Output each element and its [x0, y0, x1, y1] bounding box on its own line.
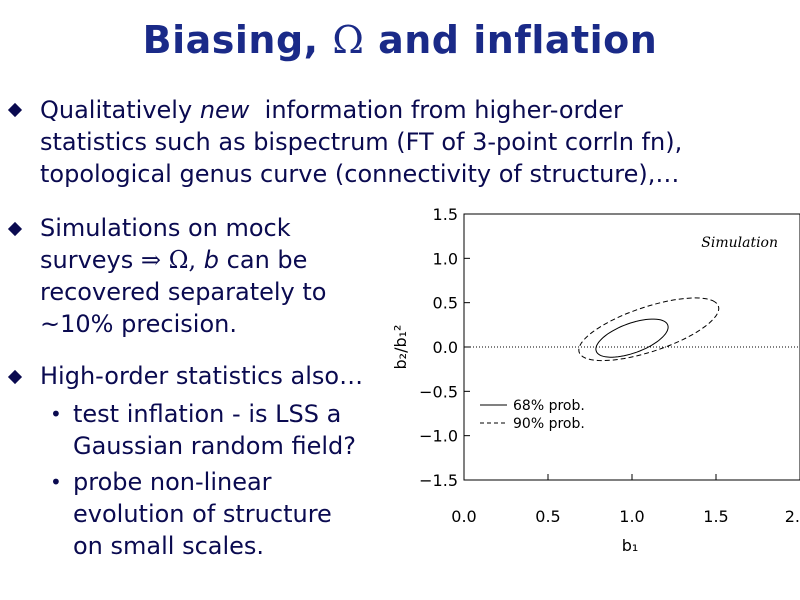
sub-bullet-icon: •: [50, 402, 62, 426]
title-omega: Ω: [332, 18, 365, 62]
sub-bullet-2-line-3: on small scales.: [73, 532, 265, 560]
implies-arrow: ⇒: [140, 246, 161, 274]
diamond-bullet-icon: [7, 369, 23, 385]
x-tick-label: 1.5: [703, 507, 728, 526]
sub-bullet-2-line-1: probe non-linear: [73, 468, 272, 496]
diamond-bullet-icon: [7, 102, 23, 118]
title-text-pre: Biasing,: [142, 18, 333, 62]
x-tick-label: 0.0: [451, 507, 476, 526]
sub-bullet-2-line-2: evolution of structure: [73, 500, 332, 528]
sub-bullet-1-line-2: Gaussian random field?: [73, 432, 356, 460]
y-tick-label: 0.0: [433, 338, 458, 357]
bullet-3-line-1: High-order statistics also…: [40, 362, 364, 390]
contour-68-percent: [595, 318, 669, 358]
bullet-2-line-2: surveys ⇒ Ω, b can be: [40, 244, 326, 276]
sub-bullet-icon: •: [50, 470, 62, 494]
title-text-post: and inflation: [364, 18, 658, 62]
bullet-1-line-1: Qualitatively new information from highe…: [40, 94, 682, 126]
y-tick-label: −1.5: [419, 471, 458, 490]
bullet-1-italic: new: [199, 96, 250, 124]
x-tick-label: 2.: [785, 507, 800, 526]
y-tick-label: 1.5: [433, 205, 458, 224]
bullet-2-line-1: Simulations on mock: [40, 214, 291, 242]
legend-label: 90% prob.: [513, 416, 585, 432]
bias-contour-chart: 1.51.00.50.0−0.5−1.0−1.5 0.0 0.5 1.0 1.5 2. …: [391, 205, 800, 555]
bullet-1-line-2: statistics such as bispectrum (FT of 3-p…: [40, 128, 683, 156]
x-tick-label: 1.0: [619, 507, 644, 526]
bullet-2-text: Simulations on mock surveys ⇒ Ω, b can b…: [40, 212, 326, 340]
simulation-annotation: Simulation: [701, 235, 778, 251]
bullet-2-line-2-post: can be: [219, 246, 308, 274]
contour-90-percent: [578, 297, 720, 362]
bullet-2-line-2-pre: surveys: [40, 246, 141, 274]
slide-title: Biasing, Ω and inflation: [0, 18, 800, 62]
sub-bullet-1-text: test inflation - is LSS a Gaussian rando…: [73, 398, 356, 462]
bullet-1-pre: Qualitatively: [40, 96, 200, 124]
y-axis-label: b₂/b₁²: [391, 325, 410, 370]
y-tick-label: 0.5: [433, 294, 458, 313]
bullet-2-line-3: recovered separately to: [40, 278, 327, 306]
bullet-2-line-4: ~10% precision.: [40, 310, 237, 338]
diamond-bullet-icon: [7, 221, 23, 237]
y-tick-label: −0.5: [419, 382, 458, 401]
bullet-1-text: Qualitatively new information from highe…: [40, 94, 682, 190]
y-tick-label: 1.0: [433, 249, 458, 268]
x-tick-label: 0.5: [535, 507, 560, 526]
sub-bullet-2-text: probe non-linear evolution of structure …: [73, 466, 332, 562]
bullet-1-line-3: topological genus curve (connectivity of…: [40, 160, 680, 188]
legend-label: 68% prob.: [513, 398, 585, 414]
x-axis-label: b₁: [622, 536, 639, 555]
sub-bullet-1-line-1: test inflation - is LSS a: [73, 400, 342, 428]
bullet-2-omega: Ω,: [161, 246, 204, 274]
y-tick-label: −1.0: [419, 427, 458, 446]
bullet-1-line-1-rest: information from higher-order: [249, 96, 623, 124]
bullet-2-b: b: [203, 246, 220, 274]
